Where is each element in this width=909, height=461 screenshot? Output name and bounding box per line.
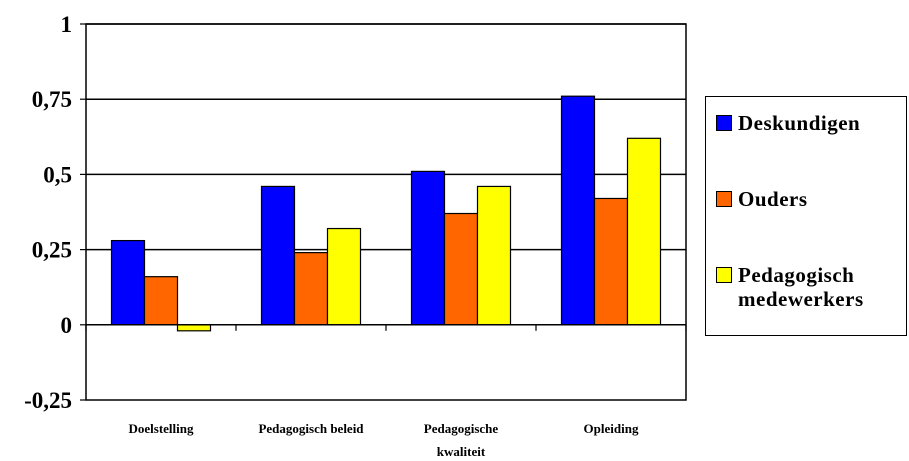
legend-item-deskundigen: Deskundigen (716, 111, 860, 135)
x-tick-label: Pedagogisch beleid (258, 421, 364, 436)
legend-label-ouders: Ouders (738, 187, 808, 211)
x-tick-label: kwaliteit (437, 444, 486, 459)
bars (110, 95, 662, 332)
y-tick-label: 0,75 (32, 87, 72, 112)
legend-item-ouders: Ouders (716, 187, 808, 211)
legend-swatch-deskundigen (716, 115, 732, 131)
axes (80, 23, 687, 401)
bar (110, 239, 146, 326)
x-tick-label: Opleiding (584, 421, 639, 436)
bar (626, 137, 662, 326)
bar (176, 324, 212, 332)
bar (293, 252, 329, 326)
bar (443, 212, 479, 326)
y-tick-label: -0,25 (24, 388, 72, 413)
x-tick-label: Pedagogische (424, 421, 499, 436)
legend-swatch-pedagogisch-medewerkers (716, 267, 732, 283)
y-tick-label: 0 (61, 313, 73, 338)
legend-swatch-ouders (716, 191, 732, 207)
y-tick-label: 1 (61, 12, 73, 37)
plot-border (85, 23, 687, 401)
bar (560, 95, 596, 326)
legend-label-pedagogisch-medewerkers: Pedagogisch medewerkers (738, 263, 864, 311)
legend: Deskundigen Ouders Pedagogisch medewerke… (705, 96, 907, 336)
legend-item-pedagogisch-medewerkers: Pedagogisch medewerkers (716, 263, 909, 311)
bar (326, 227, 362, 326)
x-tick-label: Doelstelling (129, 421, 194, 436)
bar (143, 276, 179, 326)
legend-label-deskundigen: Deskundigen (738, 111, 861, 135)
y-tick-label: 0,25 (32, 238, 72, 263)
tick-labels: 1 0,75 0,5 0,25 0 -0,25 Doelstelling Pedagogisc… (24, 12, 639, 459)
bar (593, 197, 629, 326)
bar (476, 185, 512, 326)
bar (260, 185, 296, 326)
y-tick-label: 0,5 (43, 162, 72, 187)
bar (410, 170, 446, 326)
